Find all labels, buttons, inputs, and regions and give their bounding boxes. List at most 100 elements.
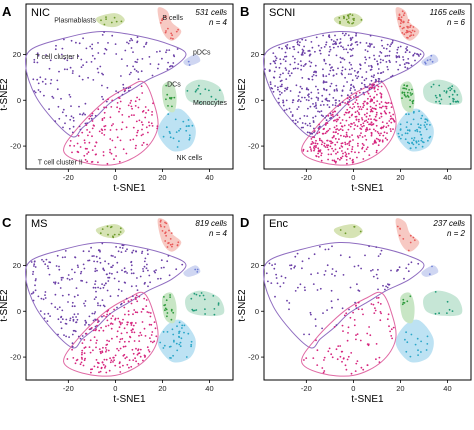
point-bcells bbox=[171, 245, 173, 248]
point-tcell1 bbox=[293, 266, 296, 269]
point-tcell1 bbox=[77, 55, 80, 57]
point-tcell2 bbox=[337, 118, 339, 121]
point-tcell2 bbox=[124, 89, 127, 91]
point-tcell2 bbox=[79, 146, 82, 148]
point-tcell1 bbox=[315, 107, 318, 109]
point-tcell2 bbox=[339, 345, 342, 347]
point-dcs bbox=[406, 84, 409, 87]
point-tcell2 bbox=[347, 111, 350, 114]
point-tcell2 bbox=[150, 340, 152, 343]
point-tcell2 bbox=[392, 326, 395, 329]
point-tcell1 bbox=[101, 72, 103, 75]
point-tcell1 bbox=[320, 110, 323, 112]
point-tcell2 bbox=[89, 115, 92, 118]
point-tcell2 bbox=[110, 106, 113, 108]
point-tcell1 bbox=[364, 62, 366, 64]
point-tcell1 bbox=[64, 250, 67, 252]
point-tcell1 bbox=[69, 319, 71, 322]
point-tcell2 bbox=[148, 350, 151, 353]
point-tcell1 bbox=[96, 67, 99, 70]
point-tcell1 bbox=[406, 67, 409, 69]
point-monocytes bbox=[203, 298, 206, 301]
point-tcell1 bbox=[58, 117, 61, 120]
point-tcell1 bbox=[297, 106, 300, 108]
point-tcell2 bbox=[382, 125, 385, 128]
point-tcell1 bbox=[89, 45, 92, 48]
point-tcell2 bbox=[130, 99, 133, 102]
point-monocytes bbox=[217, 302, 220, 305]
point-tcell2 bbox=[323, 142, 326, 145]
point-tcell2 bbox=[380, 106, 383, 109]
point-tcell1 bbox=[59, 287, 62, 289]
point-bcells bbox=[398, 13, 401, 16]
cluster-label: Monocytes bbox=[193, 100, 227, 107]
point-tcell2 bbox=[365, 148, 368, 151]
point-tcell1 bbox=[325, 41, 328, 44]
point-monocytes bbox=[195, 89, 198, 91]
point-tcell2 bbox=[142, 359, 144, 362]
point-tcell2 bbox=[90, 327, 93, 329]
point-tcell1 bbox=[279, 80, 282, 83]
point-tcell1 bbox=[33, 265, 35, 267]
point-bcells bbox=[170, 37, 172, 40]
point-tcell2 bbox=[122, 354, 125, 357]
point-bcells bbox=[175, 30, 178, 33]
point-nk bbox=[182, 120, 185, 123]
point-tcell2 bbox=[316, 142, 319, 145]
point-bcells bbox=[168, 229, 170, 232]
point-dcs bbox=[403, 91, 406, 94]
point-tcell2 bbox=[391, 337, 393, 340]
point-tcell2 bbox=[357, 151, 360, 154]
point-tcell2 bbox=[363, 150, 366, 153]
point-tcell1 bbox=[33, 263, 36, 266]
point-tcell2 bbox=[127, 300, 130, 303]
point-tcell1 bbox=[132, 249, 135, 252]
point-tcell2 bbox=[103, 117, 106, 119]
point-tcell1 bbox=[296, 43, 299, 46]
point-nk bbox=[185, 356, 188, 358]
point-tcell2 bbox=[110, 327, 113, 330]
point-tcell1 bbox=[319, 49, 321, 52]
point-tcell1 bbox=[331, 268, 334, 270]
point-nk bbox=[424, 126, 427, 128]
point-tcell2 bbox=[126, 363, 129, 366]
point-tcell1 bbox=[357, 264, 360, 267]
point-tcell1 bbox=[49, 315, 51, 317]
point-tcell1 bbox=[332, 43, 334, 46]
point-tcell2 bbox=[136, 131, 139, 134]
point-tcell2 bbox=[137, 362, 140, 365]
point-nk bbox=[421, 114, 424, 117]
point-tcell1 bbox=[317, 110, 319, 113]
point-tcell1 bbox=[337, 298, 339, 301]
point-tcell1 bbox=[399, 45, 402, 48]
point-tcell1 bbox=[141, 250, 144, 253]
point-tcell2 bbox=[366, 146, 369, 149]
point-tcell2 bbox=[100, 367, 103, 370]
point-tcell1 bbox=[322, 68, 324, 71]
point-tcell2 bbox=[81, 349, 84, 352]
point-tcell2 bbox=[101, 361, 104, 364]
point-tcell2 bbox=[316, 364, 319, 366]
point-tcell1 bbox=[315, 96, 318, 99]
point-tcell1 bbox=[85, 321, 88, 324]
point-tcell2 bbox=[99, 370, 102, 373]
point-tcell2 bbox=[346, 143, 349, 145]
point-tcell2 bbox=[103, 125, 106, 128]
point-tcell2 bbox=[100, 128, 103, 131]
point-tcell1 bbox=[286, 46, 288, 49]
point-tcell2 bbox=[139, 348, 142, 351]
point-nk bbox=[418, 126, 420, 129]
point-tcell1 bbox=[320, 114, 323, 117]
point-tcell1 bbox=[104, 260, 106, 263]
point-tcell1 bbox=[70, 115, 73, 118]
point-tcell2 bbox=[143, 327, 146, 330]
point-tcell2 bbox=[87, 134, 89, 137]
point-tcell1 bbox=[322, 104, 325, 106]
point-tcell2 bbox=[371, 84, 374, 87]
point-nk bbox=[178, 343, 181, 346]
point-tcell1 bbox=[328, 34, 331, 37]
point-tcell1 bbox=[282, 99, 284, 102]
point-tcell1 bbox=[57, 333, 59, 336]
point-tcell1 bbox=[157, 63, 160, 66]
point-tcell1 bbox=[373, 54, 375, 57]
